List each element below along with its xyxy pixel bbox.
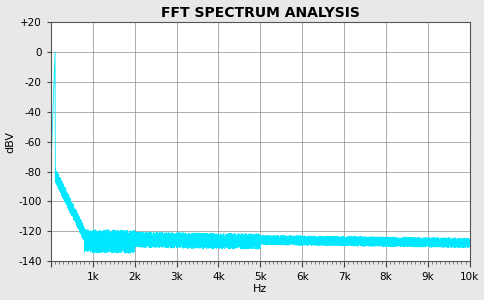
Title: FFT SPECTRUM ANALYSIS: FFT SPECTRUM ANALYSIS xyxy=(161,6,359,20)
Y-axis label: dBV: dBV xyxy=(5,131,15,153)
X-axis label: Hz: Hz xyxy=(253,284,267,294)
